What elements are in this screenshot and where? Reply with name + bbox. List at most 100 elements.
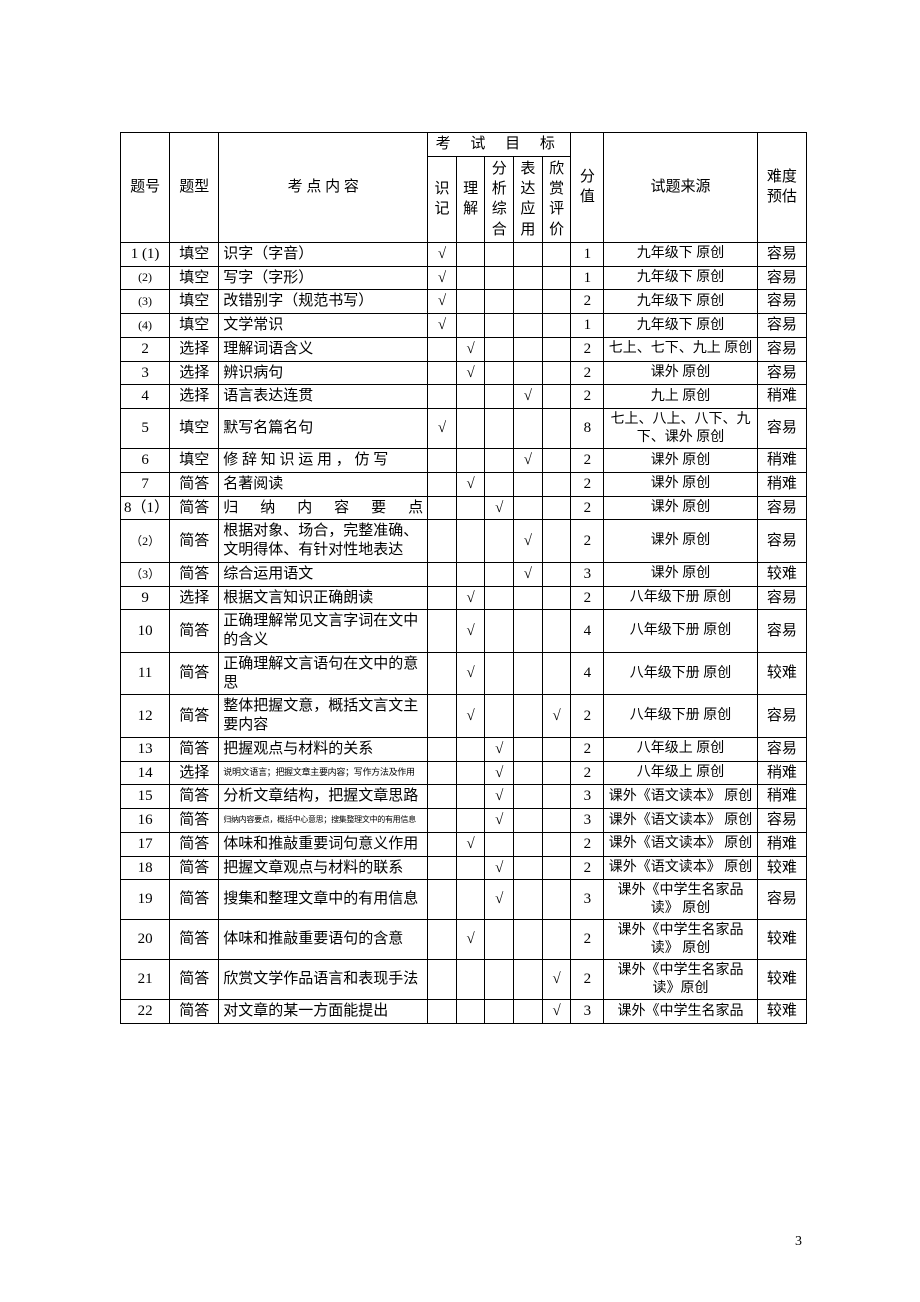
cell-topic: 整体把握文意，概括文言文主要内容 [219, 695, 428, 738]
cell-score: 3 [571, 809, 604, 833]
cell-type: 简答 [170, 880, 219, 920]
cell-target [485, 385, 514, 409]
cell-target [428, 520, 457, 563]
cell-type: 填空 [170, 242, 219, 266]
cell-target [428, 737, 457, 761]
cell-source: 七上、七下、九上 原创 [604, 337, 758, 361]
col-topic: 考 点 内 容 [219, 133, 428, 243]
table-row: （2）简答根据对象、场合，完整准确、文明得体、有针对性地表达√2课外 原创容易 [121, 520, 807, 563]
cell-score: 1 [571, 242, 604, 266]
table-row: 8（1）简答归 纳 内 容 要 点√2课外 原创容易 [121, 496, 807, 520]
cell-type: 填空 [170, 290, 219, 314]
cell-target [428, 920, 457, 960]
cell-target [542, 242, 571, 266]
cell-score: 2 [571, 337, 604, 361]
cell-score: 3 [571, 785, 604, 809]
cell-number: 16 [121, 809, 170, 833]
cell-topic: 改错别字（规范书写） [219, 290, 428, 314]
cell-target [542, 361, 571, 385]
cell-type: 简答 [170, 785, 219, 809]
cell-topic: 修 辞 知 识 运 用 ， 仿 写 [219, 449, 428, 473]
cell-target [428, 960, 457, 1000]
cell-target [542, 290, 571, 314]
cell-target [542, 586, 571, 610]
cell-target [542, 785, 571, 809]
cell-target [428, 695, 457, 738]
cell-target [542, 314, 571, 338]
col-type: 题型 [170, 133, 219, 243]
cell-target: √ [514, 385, 543, 409]
cell-topic: 把握文章观点与材料的联系 [219, 856, 428, 880]
cell-type: 选择 [170, 337, 219, 361]
cell-score: 2 [571, 832, 604, 856]
cell-difficulty: 较难 [757, 1000, 806, 1024]
cell-source: 九年级下 原创 [604, 242, 758, 266]
cell-target: √ [456, 695, 485, 738]
cell-number: 13 [121, 737, 170, 761]
cell-topic: 名著阅读 [219, 472, 428, 496]
cell-target [514, 409, 543, 449]
cell-difficulty: 较难 [757, 562, 806, 586]
cell-target: √ [456, 472, 485, 496]
table-row: 19简答搜集和整理文章中的有用信息√3课外《中学生名家品读》 原创容易 [121, 880, 807, 920]
table-row: 22简答对文章的某一方面能提出√3课外《中学生名家品较难 [121, 1000, 807, 1024]
cell-source: 课外 原创 [604, 562, 758, 586]
cell-source: 九年级下 原创 [604, 266, 758, 290]
cell-target [485, 266, 514, 290]
page-number: 3 [795, 1234, 802, 1250]
cell-source: 课外《语文读本》 原创 [604, 856, 758, 880]
cell-type: 填空 [170, 314, 219, 338]
cell-source: 八年级下册 原创 [604, 586, 758, 610]
table-row: (3)填空改错别字（规范书写）√2九年级下 原创容易 [121, 290, 807, 314]
cell-target: √ [485, 496, 514, 520]
cell-target: √ [485, 809, 514, 833]
cell-target [428, 832, 457, 856]
cell-target: √ [514, 449, 543, 473]
cell-target [428, 562, 457, 586]
cell-target [514, 785, 543, 809]
cell-source: 课外《语文读本》 原创 [604, 832, 758, 856]
table-row: 15简答分析文章结构，把握文章思路√3课外《语文读本》 原创稍难 [121, 785, 807, 809]
cell-source: 八年级上 原创 [604, 761, 758, 785]
table-header: 题号 题型 考 点 内 容 考 试 目 标 分值 试题来源 难度预估 识记 理解… [121, 133, 807, 243]
cell-target [428, 785, 457, 809]
cell-target [514, 610, 543, 653]
cell-target [514, 242, 543, 266]
table-row: 17简答体味和推敲重要词句意义作用√2课外《语文读本》 原创稍难 [121, 832, 807, 856]
cell-type: 简答 [170, 737, 219, 761]
cell-source: 课外《语文读本》 原创 [604, 809, 758, 833]
cell-target [514, 761, 543, 785]
cell-type: 简答 [170, 562, 219, 586]
cell-target: √ [428, 409, 457, 449]
cell-topic: 正确理解常见文言字词在文中的含义 [219, 610, 428, 653]
table-row: 1 (1)填空识字（字音）√1九年级下 原创容易 [121, 242, 807, 266]
cell-type: 简答 [170, 472, 219, 496]
cell-target [542, 610, 571, 653]
col-exam-targets: 考 试 目 标 [428, 133, 571, 157]
cell-target: √ [485, 761, 514, 785]
table-body: 1 (1)填空识字（字音）√1九年级下 原创容易(2)填空写字（字形）√1九年级… [121, 242, 807, 1023]
cell-target [542, 832, 571, 856]
cell-target: √ [456, 586, 485, 610]
cell-target [542, 409, 571, 449]
cell-target [514, 920, 543, 960]
cell-score: 2 [571, 449, 604, 473]
cell-target [456, 737, 485, 761]
cell-source: 八年级下册 原创 [604, 652, 758, 695]
cell-target: √ [485, 737, 514, 761]
table-row: 4选择语言表达连贯√2九上 原创稍难 [121, 385, 807, 409]
table-row: (4)填空文学常识√1九年级下 原创容易 [121, 314, 807, 338]
cell-topic: 体味和推敲重要语句的含意 [219, 920, 428, 960]
cell-topic: 识字（字音） [219, 242, 428, 266]
cell-difficulty: 稍难 [757, 832, 806, 856]
cell-number: （3） [121, 562, 170, 586]
exam-spec-table: 题号 题型 考 点 内 容 考 试 目 标 分值 试题来源 难度预估 识记 理解… [120, 132, 807, 1024]
cell-target [514, 314, 543, 338]
cell-number: 18 [121, 856, 170, 880]
cell-score: 2 [571, 361, 604, 385]
cell-number: 20 [121, 920, 170, 960]
col-source: 试题来源 [604, 133, 758, 243]
cell-target [514, 695, 543, 738]
cell-source: 课外《中学生名家品 [604, 1000, 758, 1024]
cell-type: 简答 [170, 695, 219, 738]
